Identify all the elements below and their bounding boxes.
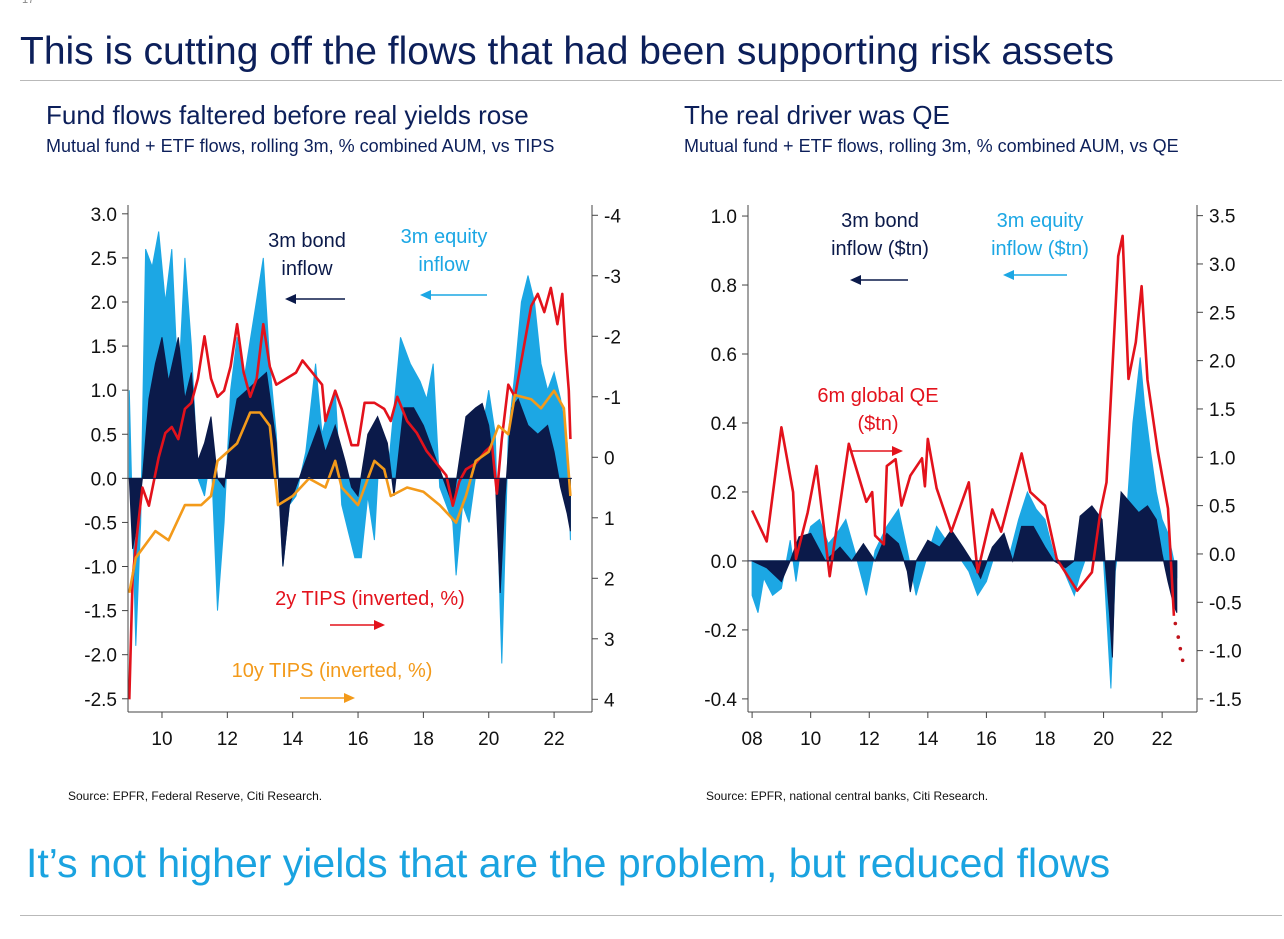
x-tick-label: 12 bbox=[217, 729, 238, 750]
y-tick-label: 2.5 bbox=[91, 249, 117, 270]
y-tick-label: 0.5 bbox=[91, 425, 117, 446]
arrow-head-icon bbox=[892, 446, 903, 456]
y2-tick-label: -3 bbox=[604, 267, 621, 288]
y2-tick-label: 2 bbox=[604, 569, 615, 590]
footer-message: It’s not higher yields that are the prob… bbox=[26, 840, 1111, 886]
y-tick-label: 0.8 bbox=[711, 276, 737, 297]
y2-tick-label: -4 bbox=[604, 206, 621, 227]
y-tick-label: -1.5 bbox=[84, 602, 117, 623]
y-tick-label: 1.0 bbox=[91, 381, 117, 402]
y-tick-label: -0.5 bbox=[84, 513, 117, 534]
y-tick-label: 0.4 bbox=[711, 414, 738, 435]
y-tick-label: -0.2 bbox=[704, 621, 737, 642]
right-chart-source: Source: EPFR, national central banks, Ci… bbox=[706, 789, 989, 803]
x-tick-label: 18 bbox=[1034, 729, 1055, 750]
y-tick-label: 0.0 bbox=[91, 469, 117, 490]
y2-tick-label: 2.5 bbox=[1209, 303, 1235, 324]
x-tick-label: 12 bbox=[859, 729, 880, 750]
x-tick-label: 22 bbox=[544, 729, 565, 750]
annotation-label: inflow bbox=[281, 258, 333, 280]
x-tick-label: 16 bbox=[976, 729, 997, 750]
x-tick-label: 10 bbox=[800, 729, 821, 750]
left-chart-source: Source: EPFR, Federal Reserve, Citi Rese… bbox=[68, 789, 323, 803]
series-6m-global-qe-tn-projected-dot bbox=[1173, 621, 1178, 626]
y-tick-label: -0.4 bbox=[704, 690, 737, 711]
annotation-label: 3m bond bbox=[841, 210, 919, 232]
left-chart-subtitle: Mutual fund + ETF flows, rolling 3m, % c… bbox=[46, 136, 555, 156]
arrow-head-icon bbox=[420, 290, 431, 300]
annotation-label: ($tn) bbox=[857, 413, 898, 435]
series-3m-bond-inflow-tn--area bbox=[751, 490, 1178, 658]
series-6m-global-qe-tn--line bbox=[750, 234, 1176, 616]
x-tick-label: 20 bbox=[478, 729, 499, 750]
annotation-label: 3m equity bbox=[997, 210, 1084, 232]
y2-tick-label: 0 bbox=[604, 448, 615, 469]
annotation-label: 6m global QE bbox=[817, 385, 938, 407]
left-chart-title: Fund flows faltered before real yields r… bbox=[46, 100, 529, 130]
y2-tick-label: 3 bbox=[604, 630, 615, 651]
right-chart: 1.0 0.8 0.6 0.4 0.2 0.0 -0.2 -0.4 3.5 3.0 2.5 2.0 1.… bbox=[704, 205, 1242, 750]
x-tick-label: 14 bbox=[917, 729, 939, 750]
y2-tick-label: 0.5 bbox=[1209, 497, 1235, 518]
arrow-head-icon bbox=[850, 275, 861, 285]
y2-tick-label: 2.0 bbox=[1209, 352, 1235, 373]
y2-tick-label: 0.0 bbox=[1209, 545, 1235, 566]
annotation-label: 2y TIPS (inverted, %) bbox=[275, 588, 465, 610]
series-6m-global-qe-tn-projected-dot bbox=[1176, 635, 1181, 639]
y2-tick-label: -1 bbox=[604, 388, 621, 409]
annotation-label: 3m equity bbox=[401, 226, 488, 248]
arrow-head-icon bbox=[1003, 270, 1014, 280]
footer-divider bbox=[20, 915, 1282, 916]
y-tick-label: 0.2 bbox=[711, 483, 737, 504]
title-divider bbox=[20, 80, 1282, 81]
right-chart-title: The real driver was QE bbox=[684, 100, 950, 130]
annotation-label: inflow ($tn) bbox=[831, 238, 929, 260]
y-tick-label: 1.5 bbox=[91, 337, 117, 358]
x-tick-label: 08 bbox=[742, 729, 763, 750]
annotation-label: inflow bbox=[418, 254, 470, 276]
y-tick-label: 0.6 bbox=[711, 345, 737, 366]
right-chart-subtitle: Mutual fund + ETF flows, rolling 3m, % c… bbox=[684, 136, 1179, 156]
series-6m-global-qe-tn-projected-dot bbox=[1178, 646, 1183, 651]
series-2y-tips-inverted--line bbox=[128, 286, 572, 700]
arrow-head-icon bbox=[374, 620, 385, 630]
y-tick-label: 2.0 bbox=[91, 293, 117, 314]
annotation-label: inflow ($tn) bbox=[991, 238, 1089, 260]
annotation-label: 3m bond bbox=[268, 230, 346, 252]
y2-tick-label: 1.5 bbox=[1209, 400, 1235, 421]
y2-tick-label: 1 bbox=[604, 509, 615, 530]
annotation-label: 10y TIPS (inverted, %) bbox=[232, 660, 433, 682]
x-tick-label: 20 bbox=[1093, 729, 1114, 750]
page-number: 17 bbox=[22, 0, 35, 6]
series-6m-global-qe-tn-projected-dot bbox=[1180, 658, 1185, 663]
x-tick-label: 10 bbox=[151, 729, 172, 750]
x-tick-label: 16 bbox=[347, 729, 368, 750]
y-tick-label: 3.0 bbox=[91, 205, 117, 226]
arrow-head-icon bbox=[285, 294, 296, 304]
y2-tick-label: 3.5 bbox=[1209, 207, 1235, 228]
x-tick-label: 22 bbox=[1152, 729, 1173, 750]
x-tick-label: 18 bbox=[413, 729, 434, 750]
y-tick-label: -1.0 bbox=[84, 558, 117, 579]
y2-tick-label: -1.5 bbox=[1209, 690, 1242, 711]
y2-tick-label: -1.0 bbox=[1209, 642, 1242, 663]
y-tick-label: 1.0 bbox=[711, 207, 737, 228]
y2-tick-label: 4 bbox=[604, 690, 615, 711]
y2-tick-label: 1.0 bbox=[1209, 448, 1235, 469]
slide-title: This is cutting off the flows that had b… bbox=[20, 30, 1115, 73]
left-chart: 3.0 2.5 2.0 1.5 1.0 0.5 0.0 -0.5 -1.0 -1.5 -2.0 -2.… bbox=[84, 205, 621, 750]
y2-tick-label: 3.0 bbox=[1209, 255, 1235, 276]
y-tick-label: -2.0 bbox=[84, 646, 117, 667]
x-tick-label: 14 bbox=[282, 729, 304, 750]
y2-tick-label: -2 bbox=[604, 327, 621, 348]
series-10y-tips-inverted--line bbox=[128, 389, 572, 594]
y-tick-label: 0.0 bbox=[711, 552, 737, 573]
y-tick-label: -2.5 bbox=[84, 690, 117, 711]
y2-tick-label: -0.5 bbox=[1209, 593, 1242, 614]
arrow-head-icon bbox=[344, 693, 355, 703]
